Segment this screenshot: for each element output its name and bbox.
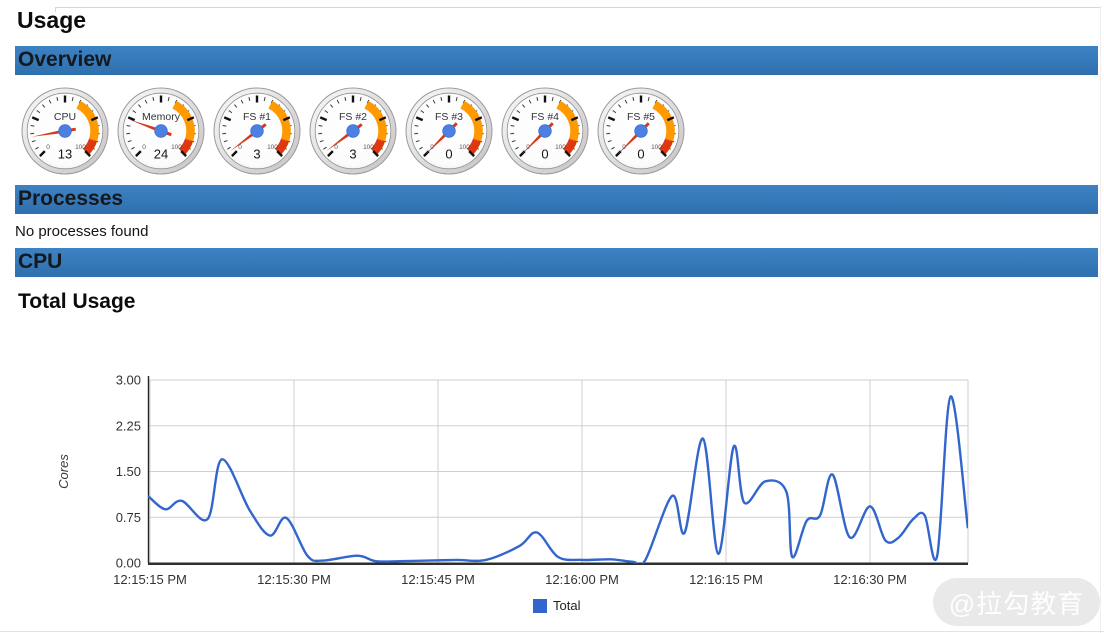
gauge-min-label: 0: [142, 144, 146, 151]
gauge-label: FS #4: [531, 111, 559, 123]
page-title: Usage: [17, 6, 1104, 34]
section-header-cpu: CPU: [15, 248, 1098, 277]
gauge-min-label: 0: [46, 144, 50, 151]
gauge-value: 0: [637, 147, 644, 162]
gauge-label: FS #3: [435, 111, 463, 123]
gauge-memory: 0 100 Memory 24: [116, 86, 206, 176]
cpu-total-usage-chart: 0.00 0.75 1.50 2.25 3.00 Cores 12:15:15 PM 12:1…: [0, 320, 1104, 627]
gauge-value: 24: [154, 147, 168, 162]
gauge-hub: [539, 125, 552, 138]
gauge-max-label: 100: [363, 144, 374, 151]
gauge-value: 0: [445, 147, 452, 162]
gauge-max-label: 100: [555, 144, 566, 151]
gauge-label: FS #5: [627, 111, 655, 123]
y-axis-tick-label: 0.75: [116, 510, 141, 525]
gauge-max-label: 100: [651, 144, 662, 151]
gauge-value: 3: [253, 147, 260, 162]
series-line-total: [148, 396, 968, 565]
line-chart-canvas: 0.00 0.75 1.50 2.25 3.00 Cores 12:15:15 PM 12:1…: [0, 320, 1104, 627]
gauge-hub: [59, 125, 72, 138]
gauge-value: 0: [541, 147, 548, 162]
y-axis-tick-label: 3.00: [116, 373, 141, 388]
gauge-max-label: 100: [75, 144, 86, 151]
watermark: @拉勾教育: [933, 578, 1100, 626]
y-axis-title: Cores: [56, 454, 71, 489]
processes-empty-message: No processes found: [15, 223, 1104, 241]
gauge-max-label: 100: [267, 144, 278, 151]
gauge-value: 3: [349, 147, 356, 162]
x-axis-tick-label: 12:16:15 PM: [689, 572, 763, 587]
gauge-cpu: 0 100 CPU 13: [20, 86, 110, 176]
x-axis-tick-label: 12:15:30 PM: [257, 572, 331, 587]
x-axis-tick-label: 12:15:45 PM: [401, 572, 475, 587]
section-header-processes: Processes: [15, 185, 1098, 214]
gauge-label: FS #1: [243, 111, 271, 123]
legend-swatch: [533, 599, 547, 613]
gauge-hub: [347, 125, 360, 138]
gauge-value: 13: [58, 147, 72, 162]
section-header-cpu-label: CPU: [18, 250, 62, 273]
gauge-hub: [155, 125, 168, 138]
gauge-max-label: 100: [459, 144, 470, 151]
x-axis-tick-label: 12:16:00 PM: [545, 572, 619, 587]
gauge-label: FS #2: [339, 111, 367, 123]
gauges-row: 0 100 CPU 13 0 100 Memory 24 0 100 FS #1 3 0 100 FS #2…: [0, 86, 1104, 176]
section-header-overview: Overview: [15, 46, 1098, 75]
x-axis-tick-label: 12:16:30 PM: [833, 572, 907, 587]
gauge-hub: [635, 125, 648, 138]
x-axis-tick-label: 12:15:15 PM: [113, 572, 187, 587]
legend-label: Total: [553, 598, 580, 613]
gauge-hub: [443, 125, 456, 138]
chart-title: Total Usage: [18, 289, 1104, 315]
gauge-label: CPU: [54, 111, 76, 123]
y-axis-tick-label: 1.50: [116, 464, 141, 479]
top-border-line: [55, 7, 1100, 8]
chart-legend: Total: [533, 598, 580, 613]
section-header-overview-label: Overview: [18, 48, 111, 71]
section-header-processes-label: Processes: [18, 187, 123, 210]
y-axis-tick-label: 2.25: [116, 418, 141, 433]
y-axis-tick-label: 0.00: [116, 556, 141, 571]
bottom-border-line: [0, 631, 1104, 632]
gauge-max-label: 100: [171, 144, 182, 151]
gauge-label: Memory: [142, 111, 181, 123]
gauge-hub: [251, 125, 264, 138]
